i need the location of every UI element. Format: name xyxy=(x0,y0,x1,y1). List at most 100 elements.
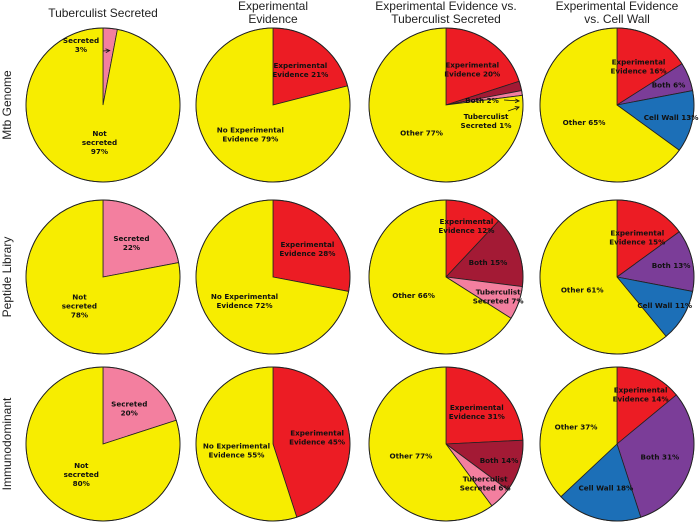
slice-label-line: secreted xyxy=(62,301,97,310)
slice-label: Secreted 20% xyxy=(111,399,147,417)
slice-label: Both 13% xyxy=(652,261,691,270)
slice-label: Both 31% xyxy=(641,452,680,461)
slice-label: Not secreted 80% xyxy=(64,461,99,488)
pie-outline xyxy=(368,199,524,355)
slice-label-line: Not xyxy=(72,292,87,301)
pie-outline xyxy=(25,199,181,355)
column-title-tuberculist-secreted: Tuberculist Secreted xyxy=(48,6,158,20)
slice-label-line: 22% xyxy=(123,243,140,252)
slice-label-line: Other 77% xyxy=(390,452,433,461)
slice-label: Other 61% xyxy=(561,286,604,295)
slice-label: Secreted 3% xyxy=(63,36,99,54)
slice-label: Experimental Evidence 20% xyxy=(444,60,500,78)
slice-label: Not secreted 78% xyxy=(62,292,97,319)
arrow-head xyxy=(514,98,521,104)
pies: Secreted 3%Not secreted 97%Experimental Evid… xyxy=(25,27,699,522)
slice-label: Cell Wall 13% xyxy=(644,113,699,122)
slice-label: Cell Wall 11% xyxy=(637,301,692,310)
slice-label: Experimental Evidence 12% xyxy=(438,217,494,235)
slice-label: Experimental Evidence 31% xyxy=(449,403,505,421)
pie-immunodominant-evidence-vs-secreted: Experimental Evidence 31% Both 14% Tubercul… xyxy=(368,366,524,522)
column-title-experimental-evidence-line: Experimental xyxy=(238,0,308,13)
slice-label-line: Secreted xyxy=(111,399,147,408)
slice-label-line: Cell Wall 18% xyxy=(579,483,634,492)
pie-immunodominant-tuberculist-secreted: Secreted 20% Not secreted 80% xyxy=(25,366,181,522)
label-arrow xyxy=(102,50,110,52)
label-arrow xyxy=(507,106,520,112)
slice-label-line: Evidence 79% xyxy=(222,135,278,144)
pie-immunodominant-evidence-vs-cell-wall: Experimental Evidence 14% Both 31% Cell Wal… xyxy=(539,366,695,522)
slice-label: Tuberculist Secreted 6% xyxy=(460,475,511,493)
slice-label-line: Cell Wall 13% xyxy=(644,113,699,122)
pie-outline xyxy=(368,27,524,183)
arrow-head xyxy=(514,106,520,111)
row-label-peptide-library: Peptide Library xyxy=(0,237,14,318)
slice-label-line: Secreted xyxy=(113,234,149,243)
slice-label-line: Evidence 16% xyxy=(610,66,666,75)
slice-label: Other 77% xyxy=(390,452,433,461)
slice-label-line: Not xyxy=(74,461,89,470)
arrow-head xyxy=(105,48,111,54)
column-title-evidence-vs-cell-wall: Experimental Evidence vs. Cell Wall xyxy=(556,0,679,26)
pie-peptide-library-tuberculist-secreted: Secreted 22% Not secreted 78% xyxy=(25,199,181,355)
slice-label: Tuberculist Secreted 7% xyxy=(473,287,524,305)
slice-label-line: Secreted 1% xyxy=(461,121,512,130)
pie-peptide-library-evidence-vs-secreted: Experimental Evidence 12% Both 15% Tubercul… xyxy=(368,199,524,355)
pie-outline xyxy=(195,27,351,183)
column-title-evidence-vs-secreted: Experimental Evidence vs. Tuberculist Sec… xyxy=(375,0,516,26)
slice-label-line: Other 66% xyxy=(392,291,435,300)
slice-label-line: Evidence 21% xyxy=(272,70,328,79)
slice-label-line: No Experimental xyxy=(217,126,284,135)
slice-label-line: Evidence 14% xyxy=(613,394,669,403)
row-label-mtb-genome: Mtb Genome xyxy=(0,70,14,140)
slice-label-line: Both 31% xyxy=(641,452,680,461)
slice-label-line: Tuberculist xyxy=(463,475,508,484)
slice-label-line: 80% xyxy=(73,479,90,488)
slice-label-line: 3% xyxy=(75,45,87,54)
slice-label: Both 15% xyxy=(469,258,508,267)
slice-label-line: Experimental xyxy=(610,229,664,238)
slice-label-line: Experimental xyxy=(614,385,668,394)
slice-label-line: 78% xyxy=(71,310,88,319)
slice-label-line: Not xyxy=(92,129,107,138)
slice-label-line: Experimental xyxy=(273,61,327,70)
pie-outline xyxy=(25,366,181,522)
slice-label: Secreted 22% xyxy=(113,234,149,252)
slice-label-line: 97% xyxy=(91,147,108,156)
slice-label-line: Evidence 15% xyxy=(609,238,665,247)
column-title-evidence-vs-cell-wall-line: vs. Cell Wall xyxy=(584,12,650,26)
column-title-tuberculist-secreted-line: Tuberculist Secreted xyxy=(48,6,158,20)
slice-label: Experimental Evidence 16% xyxy=(610,57,666,75)
pie-mtb-genome-evidence-vs-secreted: Experimental Evidence 20% Both 2% Tuberculi… xyxy=(368,27,524,183)
slice-label-line: Evidence 31% xyxy=(449,412,505,421)
slice-label: No Experimental Evidence 79% xyxy=(217,126,284,144)
pie-outline xyxy=(539,366,695,522)
slice-label-line: Evidence 45% xyxy=(289,438,345,447)
slice-label-line: Other 65% xyxy=(563,118,606,127)
pie-mtb-genome-experimental-evidence: Experimental Evidence 21%No Experimental E… xyxy=(195,27,351,183)
slice-label-line: Other 37% xyxy=(555,422,598,431)
column-title-evidence-vs-secreted-line: Tuberculist Secreted xyxy=(391,12,501,26)
slice-label-line: secreted xyxy=(64,470,99,479)
slice-label-line: Experimental xyxy=(290,429,344,438)
slice-label-line: Secreted 7% xyxy=(473,296,524,305)
pie-outline xyxy=(25,27,181,183)
column-title-experimental-evidence-line: Evidence xyxy=(248,12,298,26)
slice-label: Both 2% xyxy=(465,96,499,105)
slice-label-line: No Experimental xyxy=(211,292,278,301)
slice-label-line: Other 61% xyxy=(561,286,604,295)
label-arrow xyxy=(503,99,520,102)
slice-label: Experimental Evidence 21% xyxy=(272,61,328,79)
slice-label-line: Evidence 12% xyxy=(438,226,494,235)
pie-outline xyxy=(195,366,351,522)
pie-peptide-library-experimental-evidence: Experimental Evidence 28%No Experimental E… xyxy=(195,199,351,355)
slice-label-line: secreted xyxy=(82,138,117,147)
slice-label: Other 77% xyxy=(400,129,443,138)
slice-label: Both 14% xyxy=(480,456,519,465)
slice-label-line: Evidence 72% xyxy=(216,301,272,310)
slice-label: Tuberculist Secreted 1% xyxy=(461,112,512,130)
slice-label-line: Experimental xyxy=(445,60,499,69)
slice-label-line: Tuberculist xyxy=(464,112,509,121)
column-title-experimental-evidence: Experimental Evidence xyxy=(238,0,308,26)
